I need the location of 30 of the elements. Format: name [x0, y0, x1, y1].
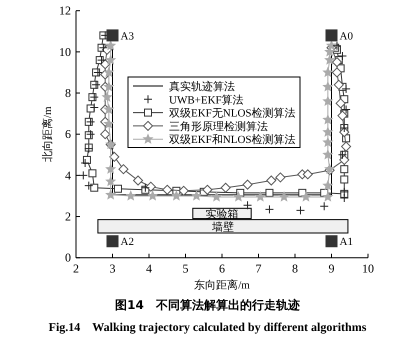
legend-label: 双级EKF无NLOS检测算法 — [169, 106, 296, 120]
annotation: 实验箱 — [206, 207, 238, 220]
annotation: 墙壁 — [210, 220, 234, 234]
y-tick-label: 4 — [65, 168, 71, 182]
text: Fig.14 Walking trajectory calculated by different algorithms — [48, 320, 367, 334]
legend-label: UWB+EKF算法 — [169, 93, 244, 106]
y-tick-label: 12 — [59, 4, 71, 18]
y-tick-label: 6 — [65, 127, 71, 142]
data-label: A1 — [340, 236, 353, 248]
x-tick-label: 4 — [146, 262, 152, 276]
legend-label: 双级EKF和NLOS检测算法 — [169, 133, 296, 146]
x-axis-title: 东向距离/m — [194, 278, 250, 292]
legend-label: 真实轨迹算法 — [169, 80, 235, 93]
legend-label: 三角形原理检测算法 — [169, 120, 268, 133]
x-tick-label: 6 — [219, 262, 225, 276]
y-tick-label: 8 — [65, 86, 71, 100]
data-label: A0 — [340, 30, 354, 42]
y-axis-title: 北向距离/m — [41, 106, 54, 162]
y-tick-label: 10 — [59, 44, 71, 59]
data-label: A2 — [120, 236, 134, 248]
x-tick-label: 3 — [110, 262, 116, 276]
data-label: A3 — [120, 30, 134, 42]
x-tick-label: 8 — [292, 262, 298, 276]
x-tick-label: 9 — [328, 262, 334, 276]
x-tick-label: 7 — [256, 262, 262, 276]
y-tick-label: 0 — [65, 250, 71, 265]
x-tick-label: 10 — [362, 262, 374, 276]
y-tick-label: 2 — [65, 210, 71, 224]
text: 图14 不同算法解算出的行走轨迹 — [115, 298, 300, 312]
x-tick-label: 5 — [182, 262, 188, 276]
